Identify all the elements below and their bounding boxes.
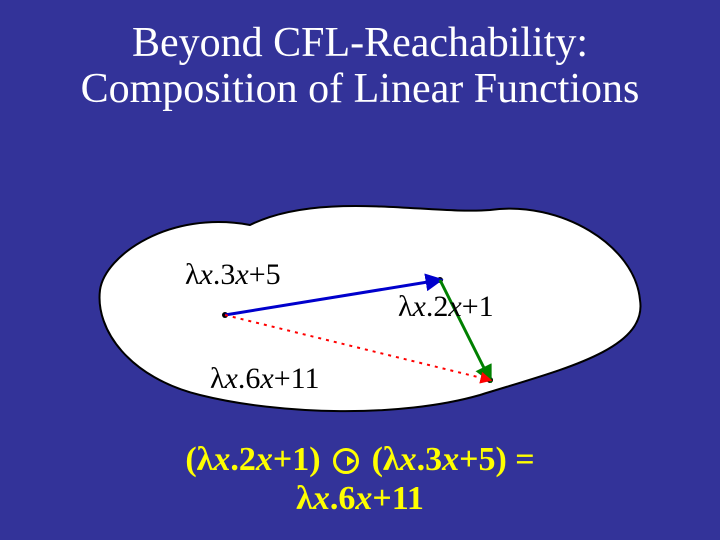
label-f1: λx.3x+5 (185, 258, 281, 292)
blob-shape (100, 206, 641, 411)
label-f3: λx.6x+11 (210, 362, 320, 396)
compose-icon (333, 448, 359, 474)
label-f2: λx.2x+1 (398, 290, 494, 324)
composition-equation: (λx.2x+1) (λx.3x+5) = λx.6x+11 (0, 440, 720, 518)
